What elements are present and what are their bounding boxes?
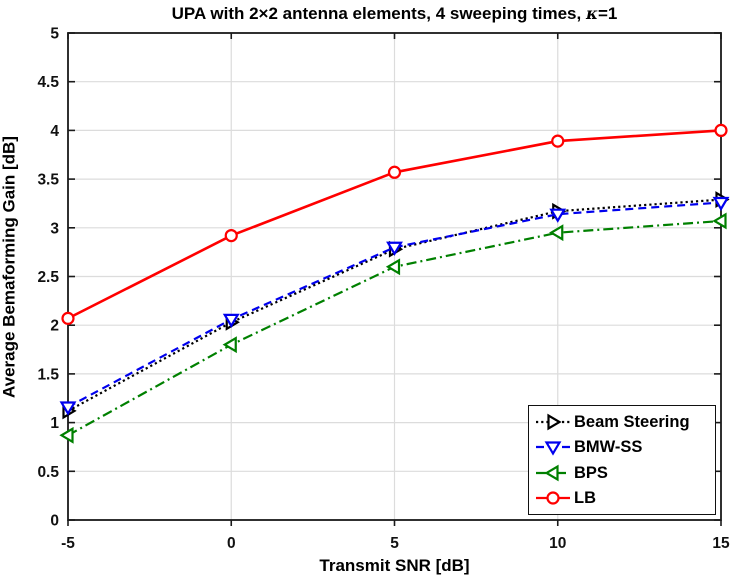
svg-text:3: 3	[50, 220, 59, 237]
legend-label: BMW-SS	[574, 438, 643, 456]
legend-item-lb: LB	[535, 486, 711, 511]
svg-text:1: 1	[50, 415, 59, 432]
svg-text:0.5: 0.5	[37, 464, 59, 481]
legend-item-bmw-ss: BMW-SS	[535, 435, 711, 460]
kappa-symbol: κ	[585, 4, 598, 23]
legend-label: Beam Steering	[574, 412, 690, 431]
svg-text:10: 10	[549, 535, 566, 552]
svg-text:3.5: 3.5	[37, 172, 59, 189]
chart-title: UPA with 2×2 antenna elements, 4 sweepin…	[68, 4, 721, 24]
svg-text:1.5: 1.5	[37, 366, 59, 383]
legend-label: BPS	[574, 463, 608, 482]
legend-label: LB	[574, 489, 596, 507]
svg-text:4.5: 4.5	[37, 74, 59, 91]
svg-text:2: 2	[50, 318, 59, 335]
legend-sample-triangle-right-icon	[536, 413, 570, 431]
chart-title-eq: =1	[597, 4, 618, 23]
svg-text:2.5: 2.5	[37, 269, 59, 286]
legend-box: Beam Steering BMW-SS BPS LB	[528, 405, 716, 515]
legend-sample-circle-icon	[536, 491, 570, 505]
legend-sample-triangle-down-icon	[536, 441, 570, 456]
chart-title-main: UPA with 2×2 antenna elements, 4 sweepin…	[171, 4, 586, 23]
svg-text:5: 5	[390, 535, 399, 552]
legend-item-beam-steering: Beam Steering	[535, 409, 711, 434]
legend-sample-triangle-left-icon	[536, 464, 570, 482]
x-axis-label: Transmit SNR [dB]	[319, 556, 470, 575]
svg-text:0: 0	[227, 535, 236, 552]
legend-item-bps: BPS	[535, 460, 711, 485]
svg-text:5: 5	[50, 26, 59, 43]
svg-text:-5: -5	[61, 535, 75, 552]
svg-text:0: 0	[50, 513, 59, 530]
svg-text:15: 15	[712, 535, 730, 552]
svg-text:4: 4	[50, 123, 59, 140]
